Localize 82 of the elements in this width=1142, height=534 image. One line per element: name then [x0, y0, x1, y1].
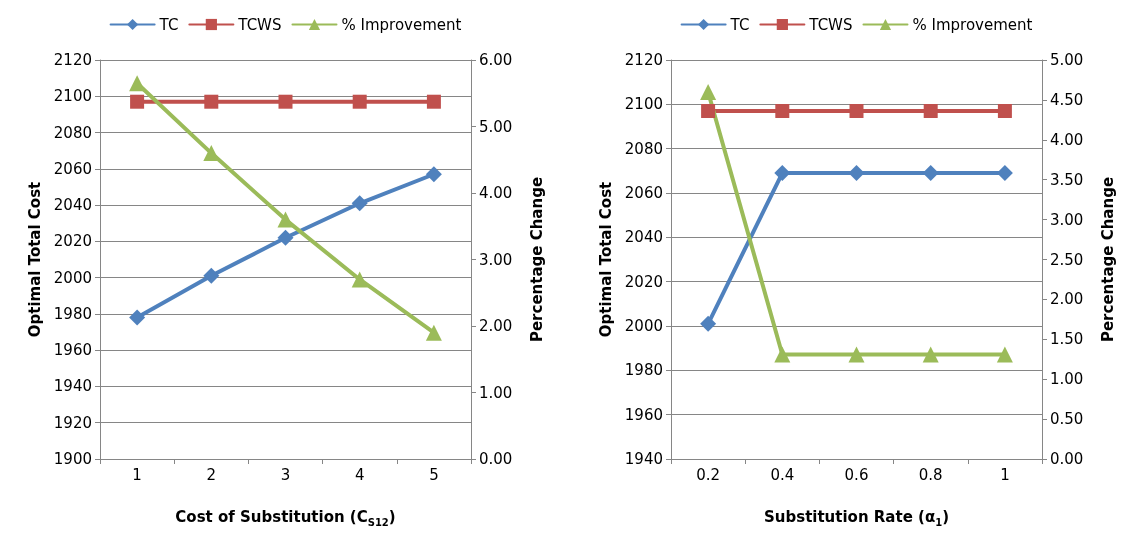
y2-tick-label: 4.00: [479, 184, 513, 202]
y2-tick-label: 4.50: [1050, 90, 1084, 109]
point: [203, 267, 220, 284]
point: [774, 165, 791, 182]
y-tick-label: 2100: [53, 87, 92, 106]
point: [700, 315, 717, 332]
y-tick-label: 1980: [53, 304, 92, 323]
y2-tick-label: 3.00: [479, 250, 513, 269]
x-tick-label: 0.6: [844, 465, 869, 484]
x-tick-label: 1: [132, 465, 142, 484]
y-tick-label: 2100: [624, 95, 663, 114]
y2-tick-label: 1.00: [479, 383, 513, 402]
point: [204, 94, 219, 109]
x-tick-label: 3: [280, 465, 291, 484]
y2-axis-title: Percentage Change: [1098, 176, 1117, 343]
point: [425, 324, 442, 341]
point: [425, 166, 442, 183]
x-tick-label: 5: [429, 465, 439, 484]
legend-label: % Improvement: [341, 15, 462, 34]
y2-tick-label: 4.00: [1050, 130, 1084, 149]
y2-tick-label: 0.00: [479, 450, 513, 468]
y2-tick-label: 1.50: [1050, 330, 1084, 349]
y2-tick-label: 5.00: [479, 117, 513, 136]
point: [848, 165, 865, 182]
point: [129, 309, 146, 326]
y2-tick-label: 1.00: [1050, 370, 1084, 389]
y2-tick-label: 0.00: [1050, 450, 1084, 468]
point: [277, 211, 294, 228]
x-tick-label: 2: [206, 465, 217, 484]
y2-tick-label: 2.00: [479, 317, 513, 335]
x-tick-label: 0.2: [696, 465, 721, 484]
legend-label: TC: [158, 15, 179, 34]
legend-label: % Improvement: [912, 15, 1033, 34]
point: [277, 229, 294, 246]
x-tick-label: 1: [1000, 465, 1010, 484]
point: [997, 103, 1012, 118]
point: [278, 94, 293, 109]
legend-label: TC: [729, 15, 750, 34]
y2-tick-label: 2.00: [1050, 290, 1084, 309]
y-tick-label: 2080: [53, 123, 92, 142]
y2-tick-label: 6.00: [479, 51, 513, 69]
x-tick-label: 4: [354, 465, 365, 484]
y-tick-label: 1960: [624, 405, 663, 424]
point: [351, 195, 368, 212]
y-tick-label: 1920: [53, 413, 92, 432]
y-tick-label: 2120: [624, 51, 663, 69]
y-tick-label: 2000: [624, 317, 663, 335]
y-tick-label: 1940: [53, 377, 92, 396]
point: [426, 94, 441, 109]
y-tick-label: 2020: [624, 272, 663, 291]
y2-tick-label: 2.50: [1050, 250, 1084, 269]
point: [701, 103, 716, 118]
y-tick-label: 2080: [624, 139, 663, 158]
y-tick-label: 2000: [53, 268, 92, 287]
y2-tick-label: 3.00: [1050, 210, 1084, 229]
point: [130, 94, 145, 109]
y-tick-label: 1900: [53, 450, 92, 468]
point: [923, 103, 938, 118]
y-tick-label: 2040: [53, 196, 92, 215]
x-tick-label: 0.8: [918, 465, 943, 484]
y-tick-label: 1980: [624, 361, 663, 380]
y-tick-label: 2020: [53, 232, 92, 251]
point: [775, 103, 790, 118]
y-tick-label: 2040: [624, 228, 663, 247]
y2-axis-title: Percentage Change: [527, 176, 546, 343]
y-tick-label: 1960: [53, 341, 92, 360]
legend-label: TCWS: [808, 15, 853, 34]
point: [352, 94, 367, 109]
point: [351, 271, 368, 288]
y2-tick-label: 3.50: [1050, 170, 1084, 189]
y-tick-label: 1940: [624, 450, 663, 468]
point: [922, 165, 939, 182]
y-axis-title: Optimal Total Cost: [596, 181, 615, 338]
y-tick-label: 2060: [624, 184, 663, 202]
x-tick-label: 0.4: [770, 465, 795, 484]
y-tick-label: 2060: [53, 159, 92, 178]
point: [849, 103, 864, 118]
y-axis-title: Optimal Total Cost: [25, 181, 44, 338]
y-tick-label: 2120: [53, 51, 92, 69]
y2-tick-label: 5.00: [1050, 51, 1084, 69]
legend-label: TCWS: [237, 15, 282, 34]
y2-tick-label: 0.50: [1050, 410, 1084, 429]
